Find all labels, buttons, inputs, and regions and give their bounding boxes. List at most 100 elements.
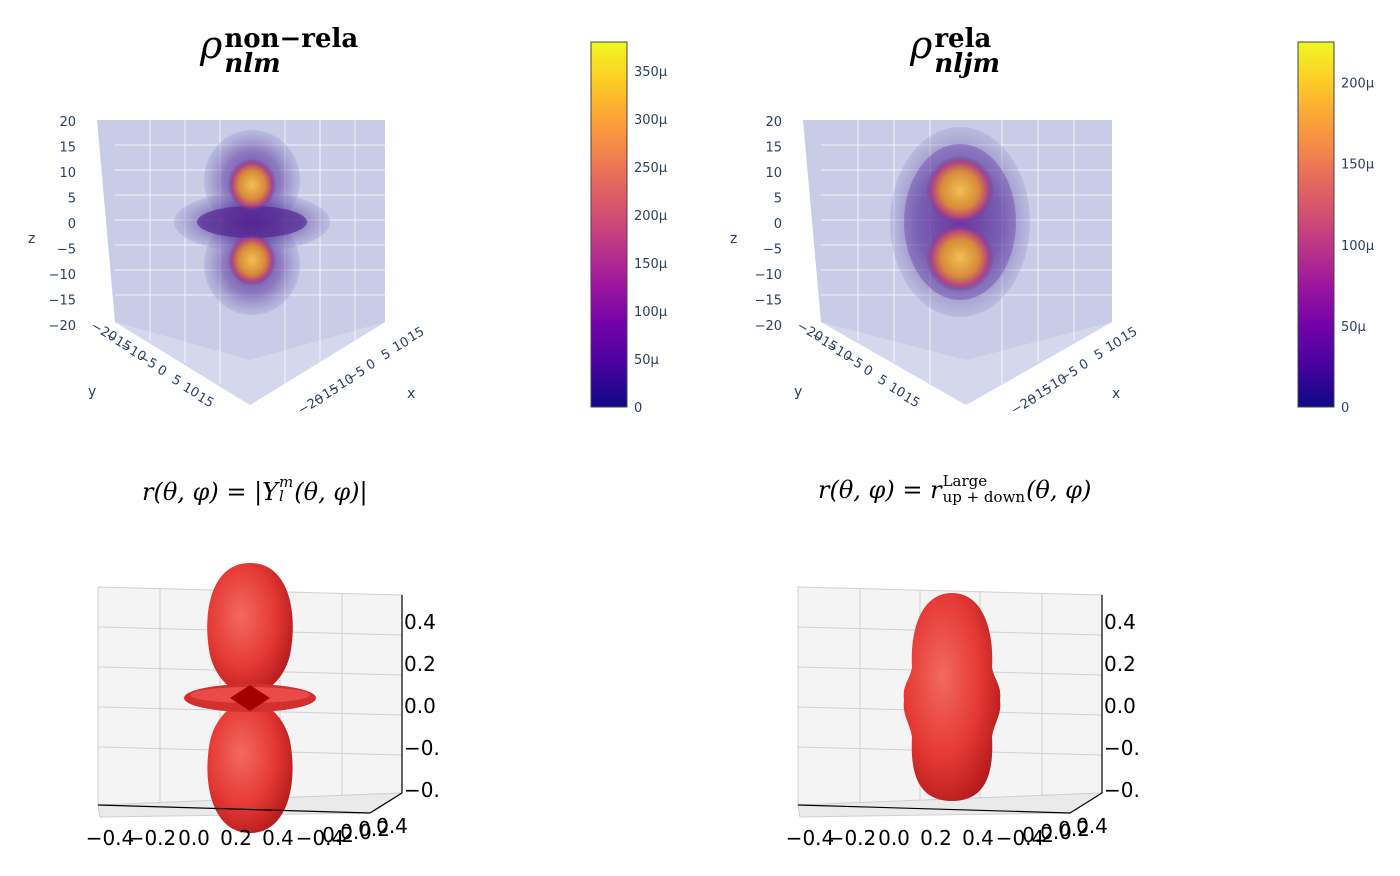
z-tick-label: 20	[765, 115, 782, 130]
x-tick-label: −0.2	[128, 826, 177, 850]
z-tick-label: 0.2	[1104, 652, 1136, 676]
z-tick-label: 0	[774, 217, 782, 232]
z-tick-label: 0.2	[404, 652, 436, 676]
y-tick-label: −0.4	[996, 826, 1045, 850]
z-tick-label: 20	[59, 115, 76, 130]
formula-lhs: r(θ, φ) = r	[818, 476, 942, 504]
colorbar-tick-label: 200μ	[1341, 77, 1374, 92]
z-tick-label: 0.4	[1104, 610, 1136, 634]
y-tick-label: 0.4	[376, 814, 408, 838]
x-tick-label: 15	[405, 324, 427, 345]
x-tick-label: 0.2	[220, 826, 252, 850]
title-superscript: non−rela	[224, 24, 359, 54]
y-tick-label: 0.2	[358, 817, 390, 841]
z-tick-label: −15	[49, 294, 76, 309]
z-axis-label: z	[730, 231, 737, 247]
x-tick-label: 15	[1118, 324, 1140, 345]
title-subscript: nlm	[224, 49, 281, 79]
title-rela-density: ρ rela nljm	[910, 23, 1001, 79]
z-tick-label: 0	[68, 217, 76, 232]
z-tick-label: −0.2	[404, 736, 440, 760]
z-tick-label: 10	[765, 166, 782, 181]
x-tick-label: −0.4	[786, 826, 835, 850]
red-lobe-surface	[184, 563, 316, 833]
y-tick-label: 0	[154, 363, 169, 380]
z-tick-label: 15	[765, 141, 782, 156]
x-tick-label: 0	[1077, 356, 1092, 373]
y-axis-label: y	[794, 384, 802, 400]
title-base: ρ	[200, 23, 223, 67]
colorbar-tick-label: 200μ	[634, 209, 667, 224]
title-base: ρ	[910, 23, 933, 67]
colorbar-tick-label: 0	[1341, 401, 1349, 412]
x-tick-label: 0.4	[962, 826, 994, 850]
y-tick-label: 0.4	[1076, 814, 1108, 838]
z-tick-label: 10	[59, 166, 76, 181]
x-tick-label: 0.0	[178, 826, 210, 850]
y-tick-label: 10	[180, 380, 202, 401]
z-tick-label: 0.0	[404, 694, 436, 718]
y-tick-label: 0.2	[1022, 823, 1054, 847]
z-tick-label: 15	[59, 141, 76, 156]
formula-sup: Large	[942, 471, 988, 490]
z-tick-label: 0.4	[404, 610, 436, 634]
surface-plot-spherical-harmonic[interactable]: 0.40.20.0−0.2−0.4 −0.4−0.20.00.20.4 −0.4…	[80, 555, 440, 855]
z-tick-label: −5	[57, 243, 76, 258]
density-isosurfaces	[890, 127, 1030, 317]
z-tick-label: 5	[774, 192, 782, 207]
colorbar-tick-label: 0	[634, 401, 642, 412]
colorbar-non-rela: 0 50μ 100μ 150μ 200μ 250μ 300μ 350μ	[590, 41, 667, 412]
x-tick-label: 10	[390, 334, 412, 355]
z-tick-label: 5	[68, 192, 76, 207]
x-tick-label: −0.4	[86, 826, 135, 850]
colorbar-rela: 0 50μ 100μ 150μ 200μ	[1297, 41, 1374, 412]
y-tick-label: 0.2	[322, 823, 354, 847]
colorbar-tick-label: 50μ	[1341, 320, 1366, 335]
formula-sub: l	[279, 486, 284, 505]
surface-plot-large-component[interactable]: 0.40.20.0−0.2−0.4 −0.4−0.20.00.20.4 −0.4…	[780, 555, 1140, 855]
x-tick-label: 0.2	[920, 826, 952, 850]
z-tick-label: −5	[763, 243, 782, 258]
z-tick-label: −0.2	[1104, 736, 1140, 760]
z-tick-label: 0.0	[1104, 694, 1136, 718]
z-tick-label: −20	[49, 319, 76, 334]
colorbar-tick-label: 150μ	[1341, 158, 1374, 173]
y-tick-label: 0.0	[1040, 820, 1072, 844]
x-tick-label: 5	[1092, 346, 1107, 363]
z-tick-label: −10	[49, 268, 76, 283]
y-tick-label: 5	[875, 372, 890, 389]
title-non-rela-density: ρ non−rela nlm	[200, 23, 359, 79]
y-tick-label: 5	[169, 372, 184, 389]
y-tick-label: 15	[900, 390, 922, 411]
title-spherical-harmonic: r(θ, φ) = |Y m l (θ, φ)|	[142, 474, 368, 506]
y-tick-label: 15	[194, 390, 216, 411]
colorbar-tick-label: 100μ	[1341, 239, 1374, 254]
x-tick-label: 5	[379, 346, 394, 363]
colorbar-tick-label: 50μ	[634, 353, 659, 368]
colorbar-tick-label: 250μ	[634, 161, 667, 176]
formula-sup: m	[279, 472, 294, 491]
z-axis-label: z	[28, 231, 35, 247]
y-tick-label: 10	[886, 380, 908, 401]
red-lobe-surface	[903, 593, 1001, 801]
formula-sub: up + down	[942, 487, 1026, 506]
title-large-component: r(θ, φ) = r Large up + down (θ, φ)	[818, 473, 1091, 506]
colorbar-tick-label: 350μ	[634, 65, 667, 80]
x-axis-label: x	[1112, 386, 1120, 402]
colorbar-tick-label: 100μ	[634, 305, 667, 320]
colorbar-tick-label: 300μ	[634, 113, 667, 128]
title-subscript: nljm	[934, 49, 1001, 79]
z-tick-label: −0.4	[404, 778, 440, 802]
x-tick-label: 0	[364, 356, 379, 373]
formula-lhs: r(θ, φ) = |Y	[142, 478, 279, 506]
z-tick-label: −15	[755, 294, 782, 309]
colorbar-tick-label: 150μ	[634, 257, 667, 272]
z-tick-label: −0.4	[1104, 778, 1140, 802]
formula-rhs: (θ, φ)|	[294, 478, 368, 506]
y-axis-label: y	[88, 384, 96, 400]
density-isosurfaces	[174, 130, 330, 315]
x-axis-label: x	[407, 386, 415, 402]
z-tick-label: −20	[755, 319, 782, 334]
